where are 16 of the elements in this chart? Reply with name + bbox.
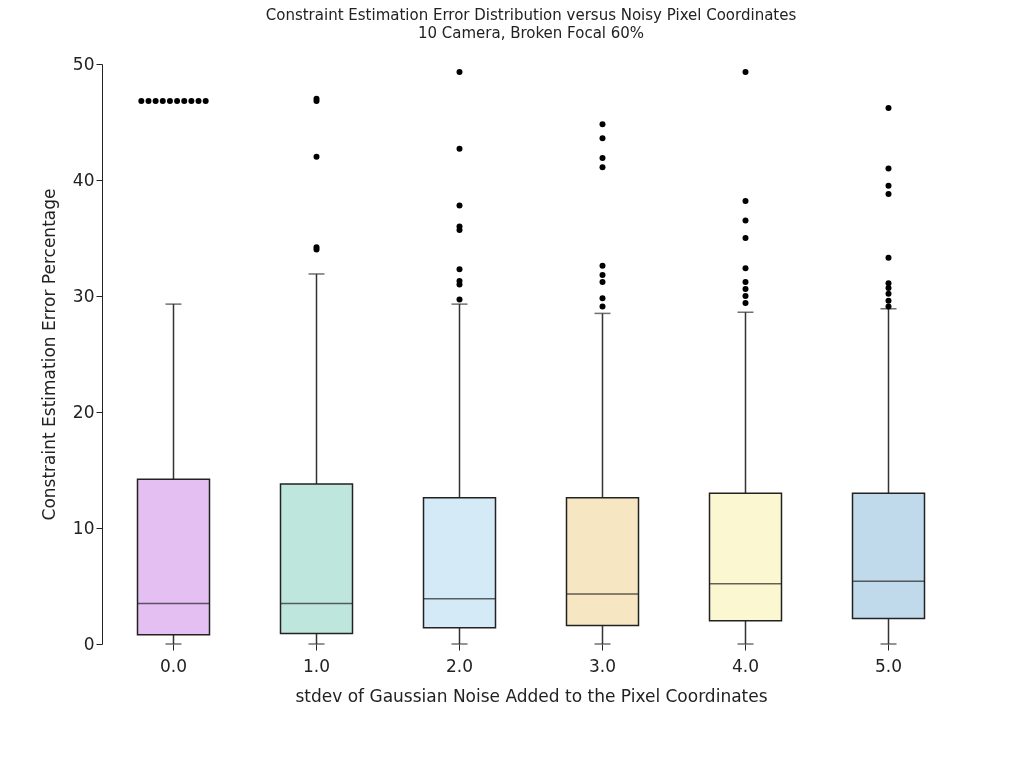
x-tick-label: 3.0	[588, 655, 617, 676]
y-tick-label: 30	[72, 285, 95, 306]
x-tick-label: 5.0	[874, 655, 903, 676]
y-tick-label: 40	[72, 169, 95, 190]
y-axis-title: Constraint Estimation Error Percentage	[38, 188, 59, 521]
chart-title: Constraint Estimation Error Distribution versus Noisy Pixel Coordinates	[265, 6, 797, 24]
y-tick-label: 10	[72, 517, 95, 538]
y-tick-label: 20	[72, 401, 95, 422]
x-axis-title: stdev of Gaussian Noise Added to the Pixel Coordinates	[295, 685, 768, 706]
x-tick-label: 2.0	[445, 655, 474, 676]
x-tick-label: 1.0	[302, 655, 331, 676]
y-tick-label: 50	[72, 53, 95, 74]
x-tick-label: 4.0	[731, 655, 760, 676]
x-tick-label: 0.0	[159, 655, 188, 676]
chart-subtitle: 10 Camera, Broken Focal 60%	[417, 24, 645, 42]
y-tick-label: 0	[83, 633, 95, 654]
